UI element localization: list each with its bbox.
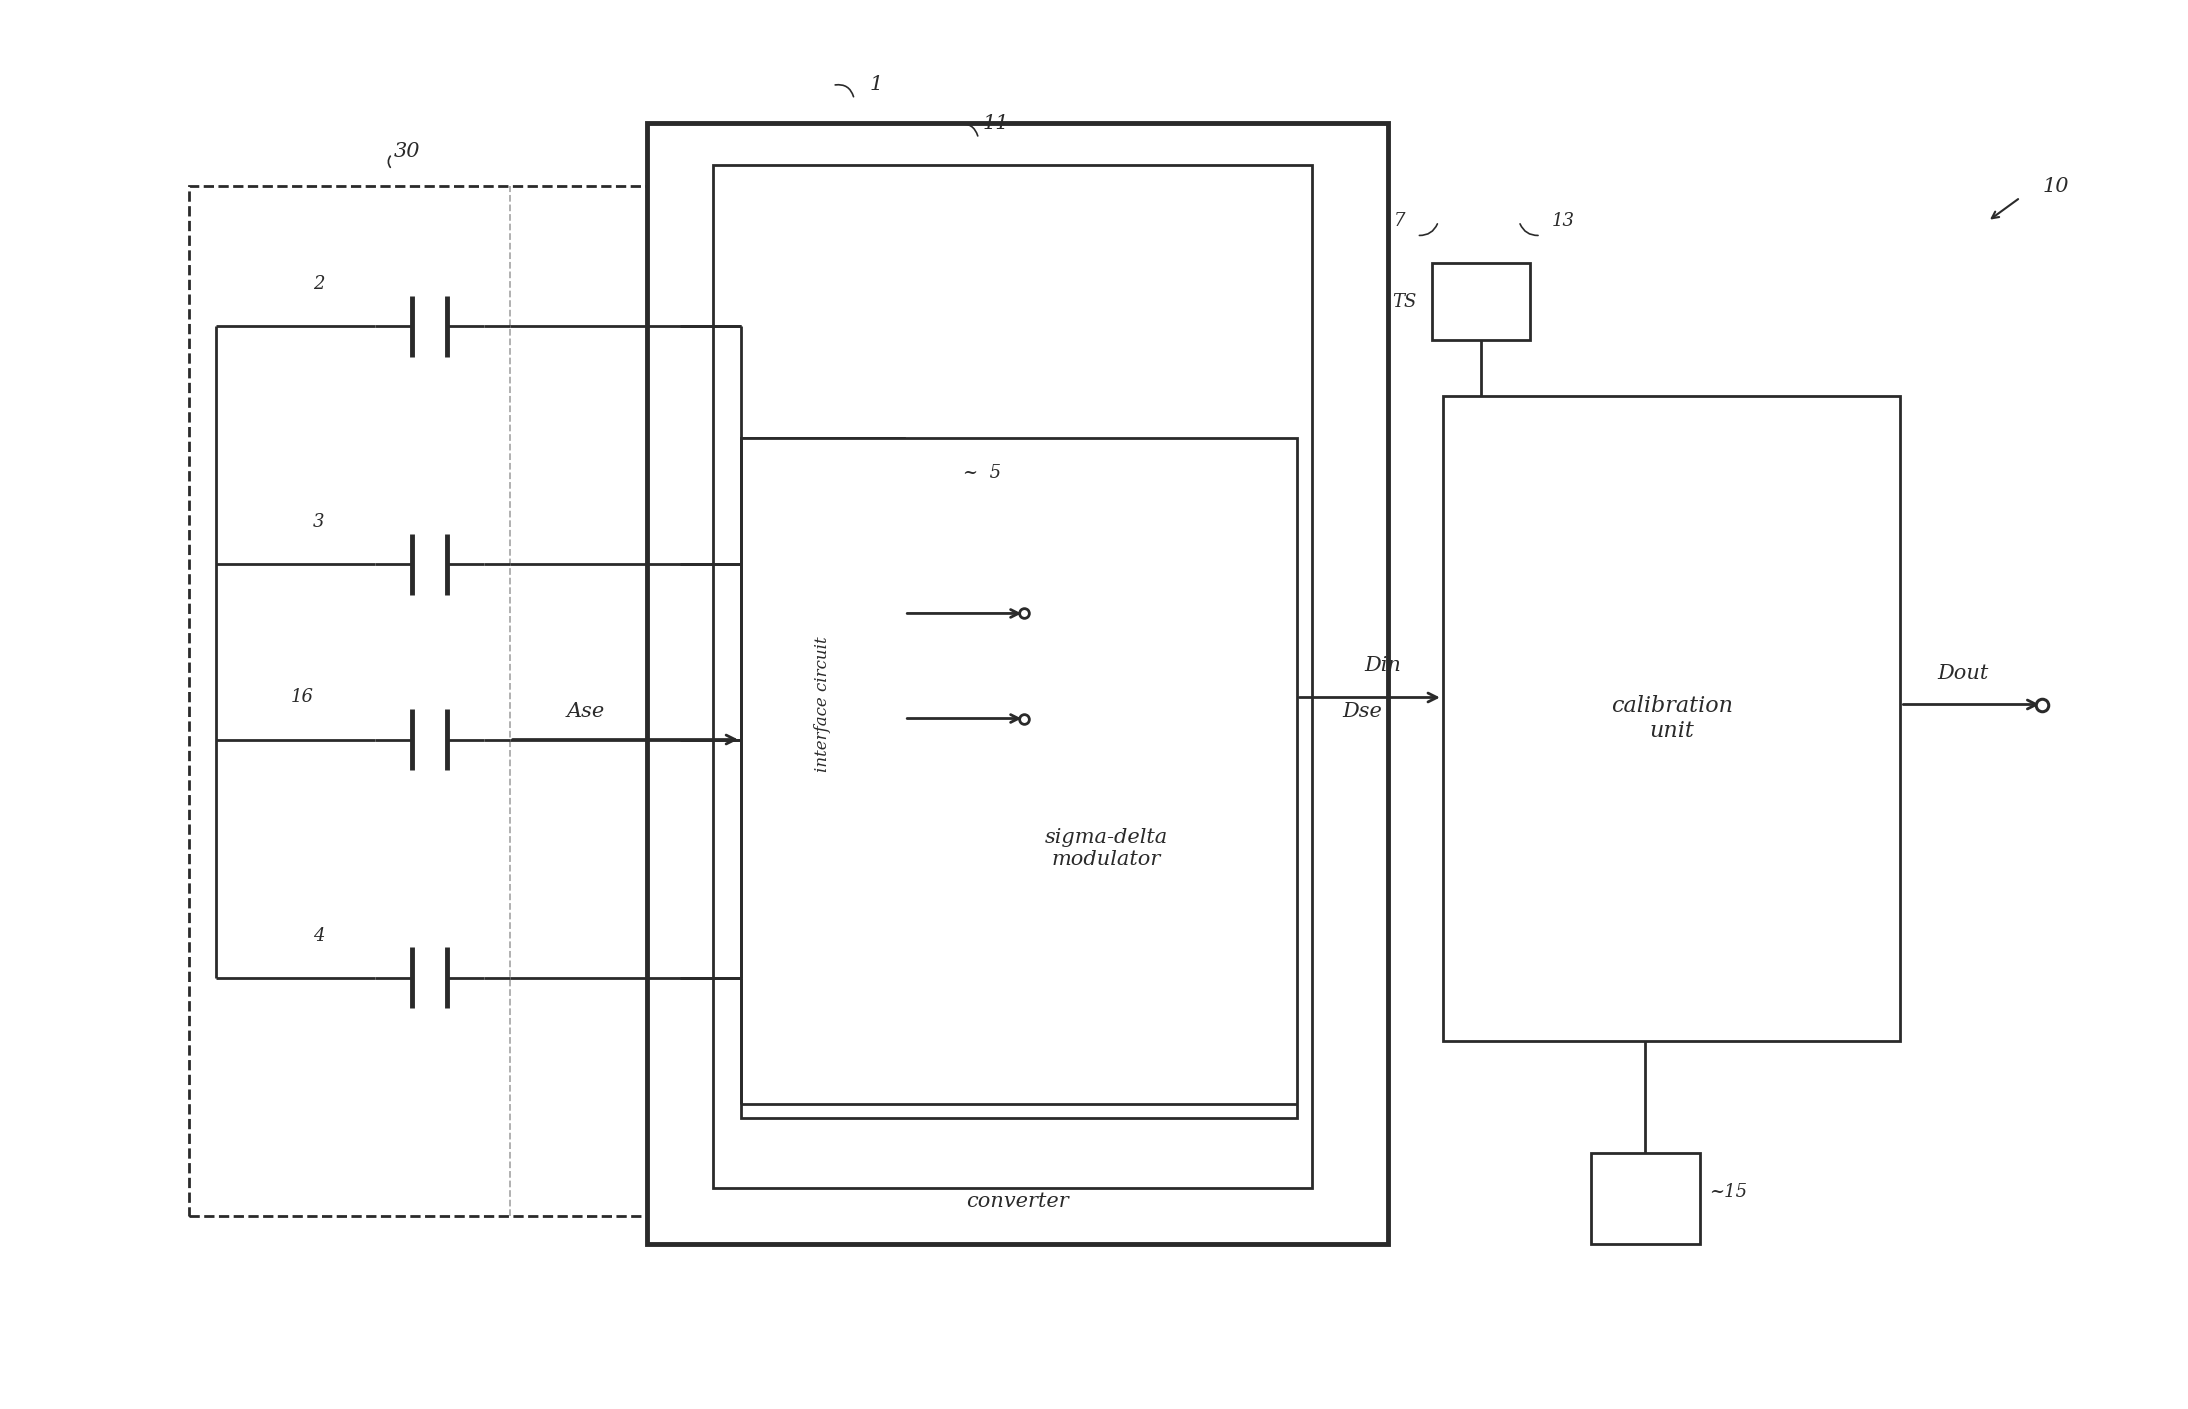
Text: 11: 11	[982, 114, 1009, 132]
Bar	[742, 438, 1297, 1117]
Text: ~15: ~15	[1709, 1184, 1746, 1200]
Text: Din: Din	[1365, 655, 1400, 675]
Text: 16: 16	[291, 689, 313, 706]
Text: 3: 3	[313, 513, 324, 531]
Bar	[1591, 1153, 1700, 1244]
Text: 30: 30	[394, 142, 420, 161]
Text: sigma-delta
modulator: sigma-delta modulator	[1044, 827, 1168, 868]
Text: converter: converter	[967, 1192, 1070, 1212]
Text: Dout: Dout	[1939, 664, 1989, 683]
Bar	[713, 165, 1313, 1188]
Text: calibration
unit: calibration unit	[1610, 695, 1733, 743]
Bar	[648, 123, 1387, 1244]
Text: TS: TS	[1392, 293, 1416, 311]
Text: ~  5: ~ 5	[963, 465, 1002, 482]
Bar	[742, 438, 904, 971]
Text: 13: 13	[1551, 213, 1575, 230]
Text: interface circuit: interface circuit	[814, 637, 831, 772]
Text: 4: 4	[313, 927, 324, 944]
Text: 1: 1	[869, 75, 882, 93]
Text: 7: 7	[1394, 213, 1405, 230]
Text: 10: 10	[2041, 176, 2068, 196]
Text: Ase: Ase	[567, 702, 604, 721]
Bar	[1442, 396, 1901, 1041]
Bar	[190, 186, 680, 1216]
Bar	[1431, 263, 1529, 341]
Text: 2: 2	[313, 275, 324, 293]
Text: Dse: Dse	[1343, 702, 1383, 721]
